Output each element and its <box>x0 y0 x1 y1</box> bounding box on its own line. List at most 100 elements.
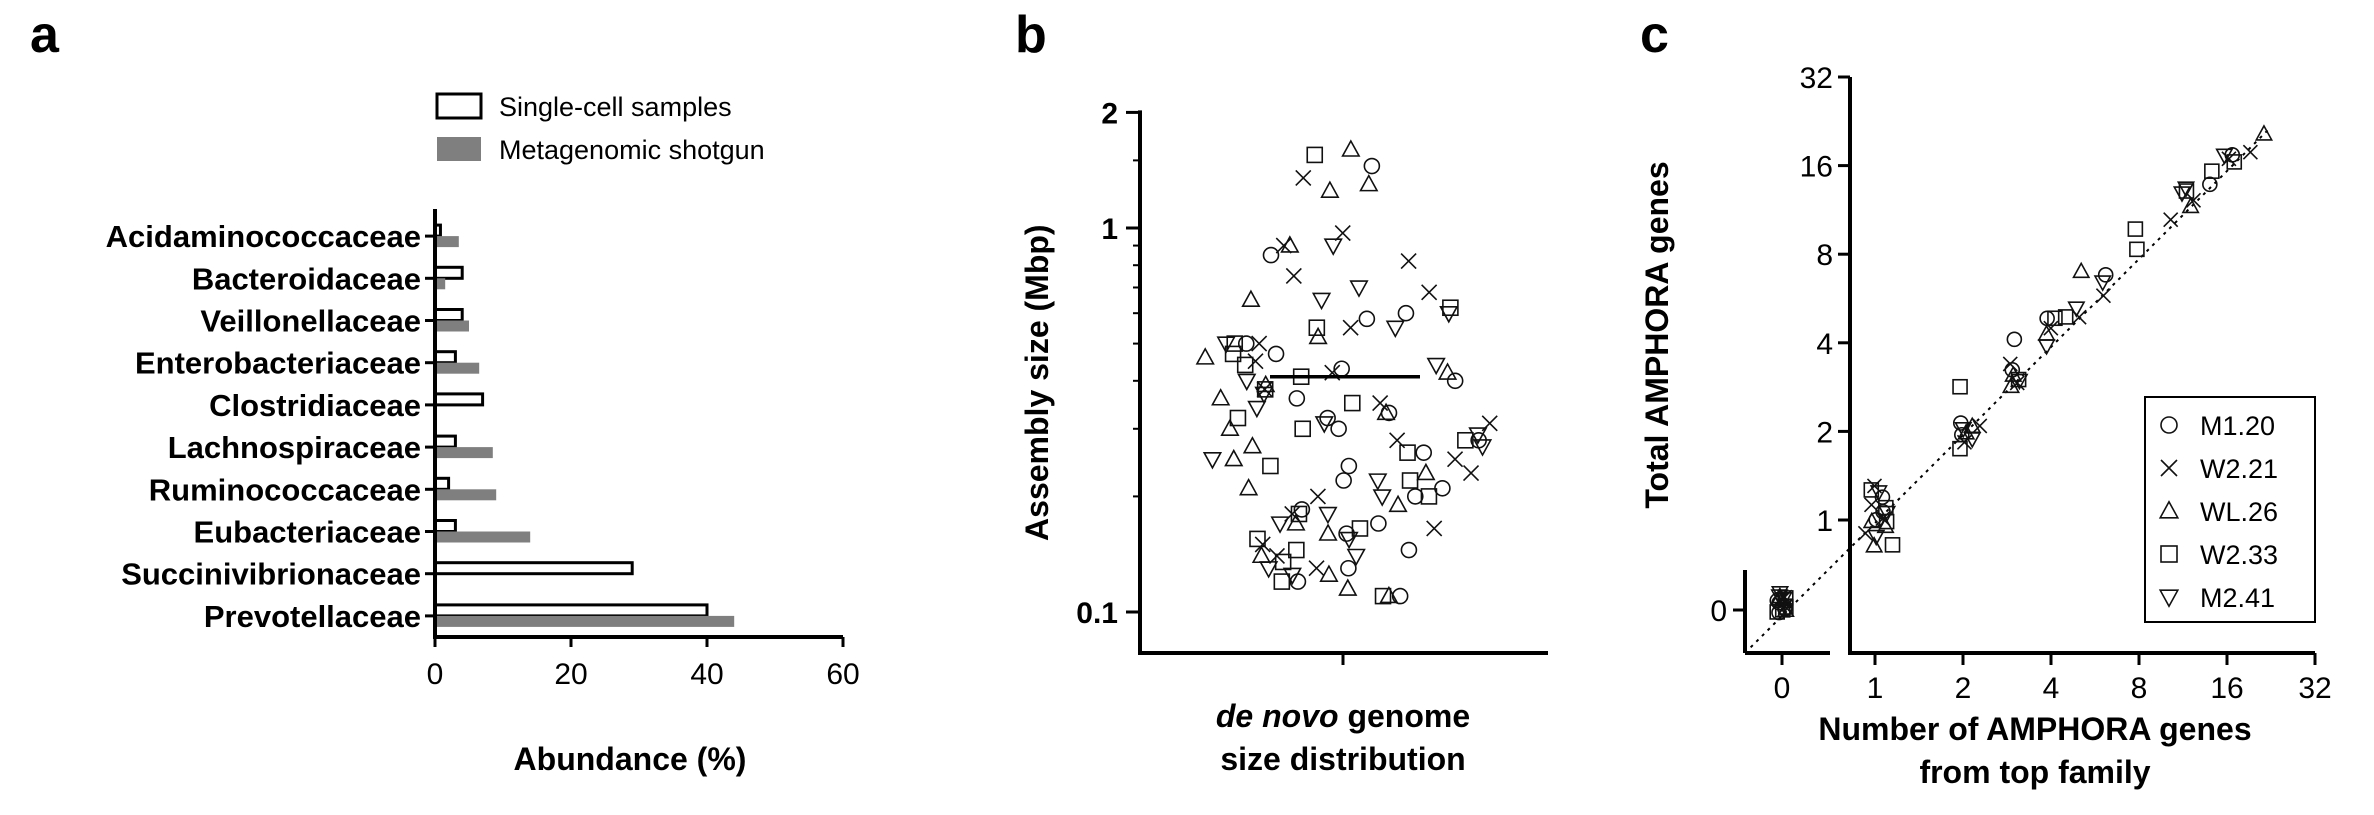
category-label: Veillonellaceae <box>200 304 421 339</box>
legend-label: M2.41 <box>2200 583 2275 613</box>
data-point <box>1280 235 1300 253</box>
data-point <box>1288 541 1305 559</box>
data-point <box>1220 418 1240 436</box>
bar <box>433 392 485 407</box>
data-point <box>2043 320 2059 336</box>
data-point <box>1262 246 1280 264</box>
data-point <box>1397 304 1415 322</box>
data-point <box>1472 439 1493 457</box>
data-point <box>1275 237 1292 254</box>
data-point <box>1952 378 1968 395</box>
y-tick-label: 4 <box>1816 328 1833 361</box>
data-point <box>2006 331 2023 348</box>
data-point <box>1391 587 1409 605</box>
data-point <box>2202 176 2218 193</box>
panel-a-bar-chart: Acidaminococcaceae Bacteroidaceae Veillone… <box>106 92 860 777</box>
panel-b-scatter: 0.1 1 2 Assembly size (Mbp) de novo genome si… <box>1019 97 1548 777</box>
data-point <box>2097 267 2114 283</box>
bar <box>433 603 709 618</box>
data-point <box>1306 146 1324 164</box>
data-point <box>1774 602 1791 618</box>
x-tick-label: 16 <box>2210 672 2243 705</box>
data-point <box>1254 536 1271 553</box>
y-axis-label: Total AMPHORA genes <box>1639 161 1675 508</box>
data-point <box>1229 409 1247 427</box>
x-tick-label: 1 <box>1867 672 1884 705</box>
data-point <box>1340 559 1357 577</box>
data-point <box>1247 353 1264 370</box>
x-tick-label: 4 <box>2043 672 2060 705</box>
x-tick-label: 0 <box>427 658 444 691</box>
data-point <box>1420 488 1438 505</box>
data-point <box>1340 457 1358 475</box>
data-point <box>1202 452 1223 470</box>
data-point <box>1372 395 1389 412</box>
data-point <box>2226 154 2243 170</box>
category-label: Succinivibrionaceae <box>121 557 421 592</box>
data-point <box>1876 516 1895 534</box>
data-point <box>2037 339 2056 356</box>
data-point <box>1379 585 1399 604</box>
legend-label: M1.20 <box>2200 411 2275 441</box>
bar <box>435 320 469 332</box>
y-tick-label: 8 <box>1816 239 1833 272</box>
category-label: Prevotellaceae <box>204 599 421 634</box>
data-point <box>1462 465 1480 482</box>
data-point <box>1319 409 1336 427</box>
data-point <box>1385 320 1405 338</box>
data-point <box>1415 444 1433 461</box>
data-point <box>1195 347 1215 365</box>
data-point <box>2242 144 2258 160</box>
panel-letter-c: c <box>1640 6 1669 64</box>
legend-swatch <box>437 137 481 161</box>
data-point <box>1376 402 1396 421</box>
y-tick-label: 16 <box>1800 151 1833 184</box>
data-point <box>2127 221 2144 237</box>
x-tick-label: 20 <box>554 658 587 691</box>
data-point <box>1869 485 1888 502</box>
data-point <box>1241 289 1261 308</box>
data-point <box>1400 541 1418 559</box>
data-point <box>2047 310 2063 327</box>
data-point <box>1437 362 1458 380</box>
data-point <box>1285 267 1302 285</box>
panel-letter-b: b <box>1015 6 1047 64</box>
data-point <box>1884 537 1901 553</box>
data-point <box>1330 420 1347 438</box>
data-point <box>1439 306 1459 324</box>
x-axis-label: Number of AMPHORA genes <box>1818 711 2251 747</box>
data-point <box>1346 548 1366 567</box>
data-point <box>2009 375 2025 391</box>
data-point <box>1401 472 1419 489</box>
data-point <box>1294 420 1311 438</box>
data-point <box>2181 196 2200 214</box>
data-point <box>1286 513 1306 531</box>
data-point <box>1335 472 1352 489</box>
data-point <box>1293 501 1311 518</box>
data-point <box>2254 124 2274 141</box>
category-label: Clostridiaceae <box>209 388 421 423</box>
data-point <box>1288 390 1306 407</box>
data-point <box>1867 529 1886 547</box>
data-point <box>1368 473 1388 491</box>
y-tick-label: 2 <box>1816 416 1833 449</box>
x-tick-label: 60 <box>826 658 859 691</box>
x-axis-label: de novo genome <box>1216 698 1470 734</box>
data-point <box>1256 374 1276 393</box>
data-point <box>1775 598 1794 615</box>
data-point <box>2176 181 2196 198</box>
x-tick-label: 32 <box>2298 672 2331 705</box>
data-point <box>2163 212 2179 228</box>
data-point <box>1457 431 1474 449</box>
legend-marker <box>2160 459 2178 477</box>
data-point <box>1338 578 1358 596</box>
data-point <box>1388 494 1408 513</box>
data-point <box>1254 386 1274 405</box>
bar <box>435 236 459 248</box>
data-point <box>1262 457 1279 475</box>
data-point <box>1351 520 1369 537</box>
category-label: Eubacteriaceae <box>194 515 421 550</box>
legend-label: W2.21 <box>2200 454 2278 484</box>
legend-marker <box>2158 500 2180 519</box>
category-label: Lachnospiraceae <box>168 430 421 465</box>
